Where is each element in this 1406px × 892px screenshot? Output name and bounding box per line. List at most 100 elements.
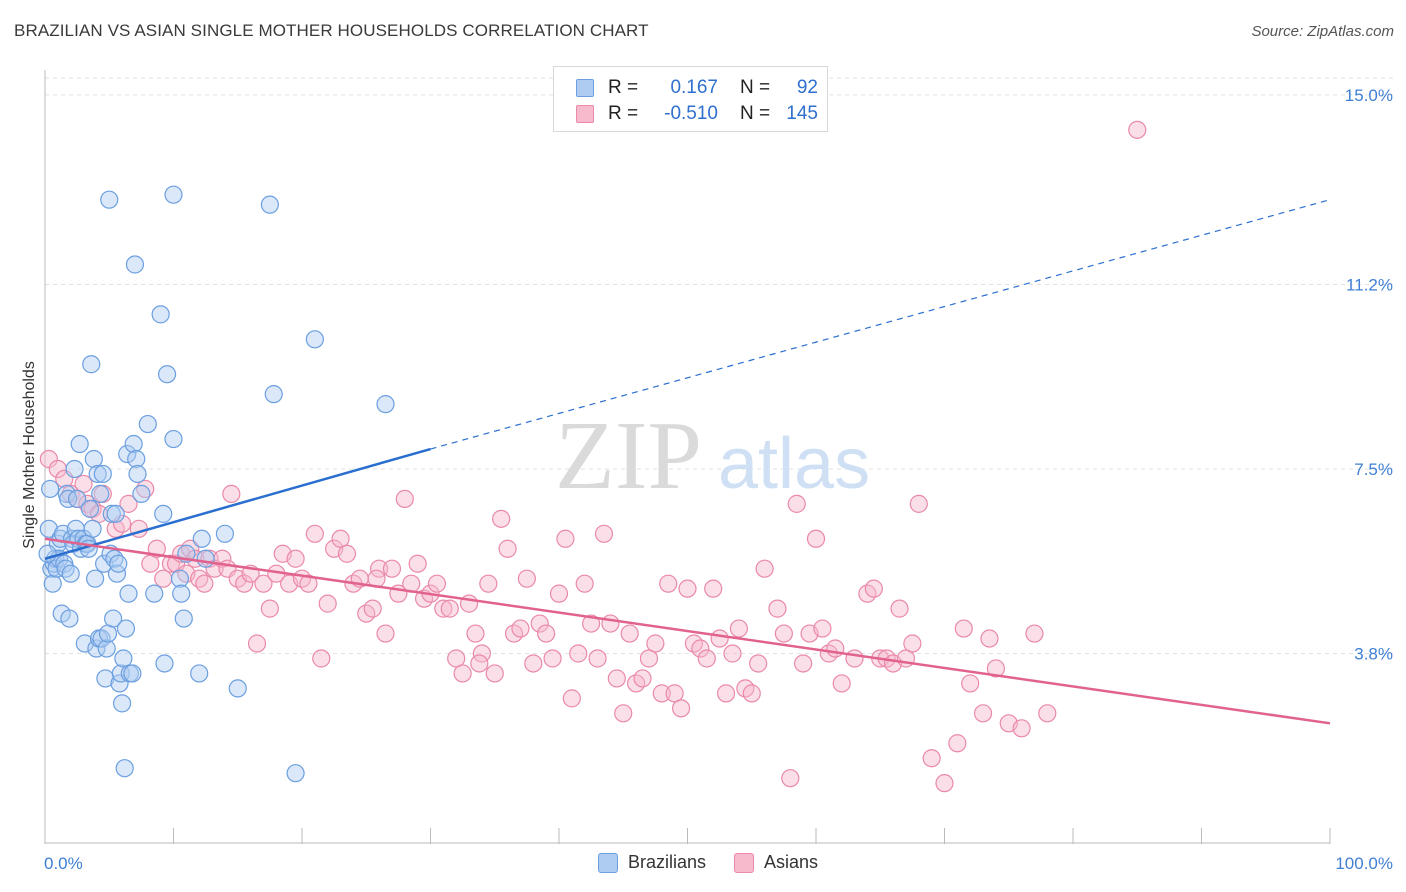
- y-tick-label-0: 3.8%: [1354, 644, 1393, 663]
- asians-point-55: [382, 559, 402, 578]
- x-tick-label-1: 100.0%: [1335, 854, 1393, 873]
- brazilians-point-27: [75, 634, 94, 653]
- asians-point-109: [729, 619, 749, 638]
- asians-point-147: [826, 639, 845, 658]
- legend-n-value: 92: [796, 77, 818, 98]
- source-label: Source: ZipAtlas.com: [1251, 23, 1394, 40]
- asians-point-34: [247, 634, 267, 653]
- brazilians-point-91: [38, 544, 57, 563]
- y-tick-label-1: 7.5%: [1354, 460, 1393, 479]
- brazilians-point-20: [65, 459, 84, 479]
- asians-point-136: [948, 734, 967, 753]
- brazilians-point-84: [215, 524, 234, 543]
- asians-point-59: [408, 554, 427, 573]
- legend-item-brazilians[interactable]: Brazilians: [598, 852, 706, 873]
- asians-point-15: [141, 554, 160, 573]
- asians-point-66: [453, 664, 472, 683]
- brazilians-point-69: [138, 414, 157, 434]
- legend-row-brazilians: R = 0.167 N = 92: [576, 75, 818, 101]
- asians-point-64: [440, 599, 459, 618]
- asians-point-80: [543, 649, 562, 668]
- asians-point-96: [646, 634, 665, 653]
- asians-point-25: [195, 574, 214, 593]
- legend-label-asians: Asians: [764, 852, 819, 872]
- brazilians-point-82: [192, 529, 211, 548]
- brazilians-point-1: [41, 479, 60, 499]
- asians-point-118: [794, 654, 813, 673]
- brazilians-point-64: [124, 434, 143, 454]
- asians-point-148: [470, 654, 489, 673]
- asians-point-103: [691, 639, 710, 658]
- asians-point-62: [427, 574, 447, 593]
- brazilians-point-75: [164, 429, 183, 449]
- asians-point-91: [614, 704, 633, 723]
- brazilians-point-77: [170, 569, 190, 588]
- asians-point-143: [1025, 624, 1044, 643]
- asians-point-79: [537, 624, 556, 643]
- asians-point-30: [222, 484, 241, 504]
- asians-point-135: [935, 774, 954, 793]
- brazilians-trend-extension: [430, 199, 1331, 450]
- brazilians-point-42: [95, 554, 114, 573]
- asians-point-123: [832, 674, 851, 693]
- asians-point-52: [363, 599, 382, 618]
- asians-point-78: [530, 614, 549, 633]
- chart-title: BRAZILIAN VS ASIAN SINGLE MOTHER HOUSEHO…: [14, 21, 649, 40]
- brazilians-swatch: [576, 79, 594, 97]
- brazilians-point-58: [115, 759, 134, 778]
- brazilians-point-24: [70, 434, 89, 454]
- asians-point-86: [582, 614, 601, 633]
- asians-point-100: [671, 699, 691, 718]
- brazilians-point-86: [260, 195, 279, 214]
- asians-point-138: [961, 674, 980, 693]
- asians-point-124: [845, 649, 864, 668]
- asians-point-81: [549, 584, 569, 603]
- y-axis-label: Single Mother Households: [21, 361, 38, 549]
- brazilians-point-13: [56, 559, 75, 578]
- asians-point-63: [434, 599, 453, 618]
- asians-point-88: [594, 524, 614, 543]
- brazilians-point-44: [97, 639, 116, 658]
- asians-point-70: [479, 574, 498, 593]
- brazilians-point-74: [157, 365, 177, 384]
- asians-point-107: [716, 684, 736, 703]
- brazilians-point-90: [376, 395, 395, 414]
- asians-point-32: [235, 574, 254, 593]
- asians-point-83: [562, 689, 581, 708]
- x-tick-label-0: 0.0%: [44, 854, 83, 873]
- legend-item-asians[interactable]: Asians: [734, 852, 818, 873]
- brazilians-point-85: [228, 679, 247, 698]
- brazilians-point-41: [93, 464, 112, 484]
- legend-r-label: R =: [608, 77, 639, 98]
- asians-point-73: [498, 539, 517, 558]
- asians-point-6: [78, 494, 97, 513]
- legend-r-label: R =: [608, 103, 639, 124]
- asians-point-144: [1038, 704, 1057, 723]
- brazilians-point-81: [190, 664, 209, 683]
- asians-point-117: [787, 494, 806, 513]
- asians-point-35: [254, 574, 273, 593]
- x-tick-labels: 0.0% 100.0%: [44, 854, 1393, 873]
- watermark-atlas: atlas: [718, 424, 870, 504]
- brazilians-point-31: [80, 499, 100, 518]
- brazilians-point-17: [61, 564, 80, 583]
- brazilians-point-71: [151, 305, 170, 324]
- brazilians-point-76: [164, 185, 183, 204]
- brazilians-legend-swatch: [598, 852, 618, 873]
- asians-point-72: [492, 509, 511, 528]
- asians-point-40: [286, 549, 305, 568]
- brazilians-point-79: [174, 609, 193, 628]
- asians-point-137: [954, 619, 973, 638]
- asians-point-106: [710, 629, 729, 648]
- asians-point-132: [903, 634, 922, 653]
- asians-point-113: [755, 559, 774, 578]
- asians-point-82: [556, 529, 575, 548]
- asians-point-108: [723, 644, 742, 663]
- asians-point-84: [569, 644, 588, 663]
- asians-point-120: [806, 529, 826, 548]
- asians-point-145: [1128, 120, 1147, 139]
- asians-point-105: [704, 579, 723, 598]
- brazilians-point-46: [100, 190, 119, 209]
- brazilians-trend-line: [44, 447, 431, 560]
